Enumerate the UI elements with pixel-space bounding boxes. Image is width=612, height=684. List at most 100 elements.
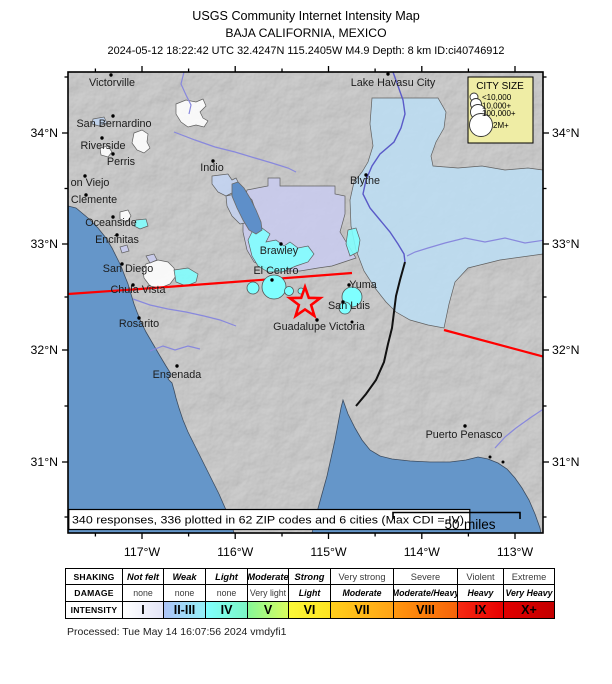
lat-label-right: 31°N — [552, 455, 580, 469]
legend-damage-cell: Moderate — [331, 585, 394, 602]
city-size-entry: 2M+ — [493, 121, 509, 130]
legend-row-header: SHAKING — [66, 569, 123, 586]
city-label: Clemente — [71, 194, 117, 206]
city-dot — [463, 424, 467, 428]
lon-label: 113°W — [496, 545, 534, 559]
colorado-river-upper — [362, 72, 406, 263]
city-label: on Viejo — [71, 177, 110, 189]
city-intensity-circle — [338, 301, 352, 315]
legend-damage-cell: Very light — [248, 585, 289, 602]
intensity-zip-polygon — [345, 227, 361, 257]
legend-damage-cell: Very Heavy — [504, 585, 554, 602]
axis-tick-layer — [62, 66, 549, 539]
processed-timestamp: Processed: Tue May 14 16:07:56 2024 vmdy… — [67, 626, 287, 638]
city-dot — [270, 278, 274, 282]
legend-shaking-cell: Violent — [458, 569, 504, 586]
lon-label: 116°W — [217, 545, 254, 559]
river-line — [132, 298, 237, 327]
intensity-zip-polygon — [175, 98, 209, 128]
city-dot — [131, 283, 135, 287]
intensity-zip-polygon — [173, 267, 199, 287]
legend-intensity-cell: VI — [289, 601, 331, 618]
city-size-entry: 10,000+ — [482, 102, 511, 111]
city-size-circle — [469, 113, 493, 137]
map-dot — [350, 320, 354, 324]
city-dot — [115, 233, 119, 237]
lat-label-left: 31°N — [30, 455, 58, 469]
city-label: Chula Vista — [110, 284, 165, 296]
river-layer — [132, 72, 543, 449]
river-line — [173, 131, 297, 173]
intensity-zip-polygon — [247, 227, 315, 273]
map-dot — [488, 455, 492, 459]
legend-row-header: INTENSITY — [66, 601, 123, 618]
city-label: Guadalupe Victoria — [273, 321, 365, 333]
city-label: Rosarito — [119, 318, 159, 330]
city-dot — [386, 72, 390, 76]
event-details-line: 2024-05-12 18:22:42 UTC 32.4247N 115.240… — [107, 45, 505, 57]
page-title: USGS Community Internet Intensity Map — [192, 9, 420, 23]
legend-intensity-cell: IV — [206, 601, 248, 618]
us-mexico-border-line — [68, 271, 353, 296]
map-frame — [67, 71, 544, 534]
city-label: El Centro — [253, 265, 298, 277]
legend-shaking-cell: Extreme — [504, 569, 554, 586]
event-region-subtitle: BAJA CALIFORNIA, MEXICO — [225, 26, 387, 40]
city-intensity-circle — [284, 286, 294, 296]
legend-row-header: DAMAGE — [66, 585, 123, 602]
legend-damage-cell: Heavy — [458, 585, 504, 602]
city-dot — [175, 364, 179, 368]
city-size-entry: 100,000+ — [482, 109, 516, 118]
city-label: Indio — [200, 162, 223, 174]
legend-shaking-cell: Very strong — [331, 569, 394, 586]
legend-shaking-cell: Not felt — [123, 569, 164, 586]
city-dot — [120, 262, 124, 266]
legend-shaking-cell: Moderate — [248, 569, 289, 586]
city-label: Victorville — [89, 77, 135, 89]
city-dot — [111, 215, 115, 219]
lat-label-left: 33°N — [30, 237, 58, 251]
intensity-zip-polygon — [133, 218, 149, 230]
legend-intensity-cell: IX — [458, 601, 504, 618]
city-dot — [279, 242, 283, 246]
scale-unit: miles — [464, 517, 496, 532]
city-dot — [111, 152, 115, 156]
city-label: Ensenada — [153, 369, 202, 381]
city-dot — [211, 159, 215, 163]
city-intensity-circle — [246, 281, 260, 295]
lon-label: 115°W — [310, 545, 347, 559]
legend-intensity-cell: X+ — [504, 601, 554, 618]
legend-intensity-cell: VIII — [394, 601, 458, 618]
intensity-zip-polygon — [119, 209, 132, 223]
us-mexico-border-line — [443, 328, 543, 358]
colorado-river-lower — [355, 261, 406, 407]
legend-damage-cell: none — [206, 585, 248, 602]
lat-label-left: 32°N — [30, 343, 58, 357]
lat-label-left: 34°N — [30, 126, 58, 140]
intensity-legend-table: SHAKING Not felt Weak Light Moderate Strong Ve… — [65, 568, 555, 619]
city-label: Perris — [107, 156, 136, 168]
city-label: Riverside — [80, 140, 125, 152]
legend-damage-cell: Light — [289, 585, 331, 602]
city-label: Yuma — [349, 279, 377, 291]
city-dot — [111, 114, 115, 118]
river-line — [149, 345, 201, 352]
legend-intensity-cell: V — [248, 601, 289, 618]
city-dot — [100, 136, 104, 140]
city-size-entry: <10,000 — [482, 93, 512, 102]
lat-label-right: 34°N — [552, 126, 580, 140]
intensity-zip-polygon — [91, 116, 108, 127]
scale-value: 50 — [444, 517, 459, 532]
map-dot — [501, 460, 505, 464]
city-label: Encinitas — [95, 234, 139, 246]
salton-sea — [231, 181, 263, 235]
city-dot — [347, 283, 351, 287]
pacific-ocean — [68, 205, 235, 533]
lat-label-right: 33°N — [552, 237, 580, 251]
intensity-zip-polygon — [99, 145, 113, 158]
city-label: Lake Havasu City — [351, 77, 436, 89]
intensity-zip-polygon — [145, 253, 158, 264]
epicenter-star — [286, 283, 324, 320]
